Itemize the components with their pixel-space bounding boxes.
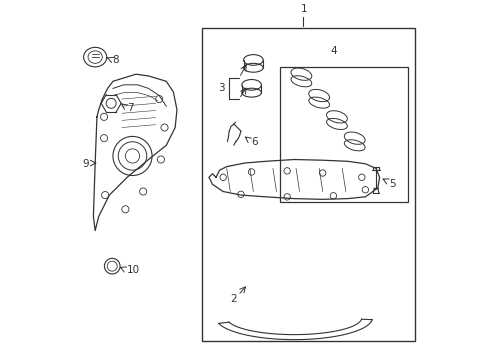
Text: 5: 5 <box>389 179 395 189</box>
Text: 3: 3 <box>218 84 224 93</box>
Bar <box>280 67 407 202</box>
Text: 1: 1 <box>300 4 306 14</box>
Text: 8: 8 <box>112 55 119 65</box>
Text: 4: 4 <box>329 46 336 56</box>
Text: 2: 2 <box>230 294 237 304</box>
Text: 7: 7 <box>127 103 134 113</box>
Text: 10: 10 <box>127 265 140 275</box>
Text: 6: 6 <box>251 138 258 148</box>
Text: 9: 9 <box>82 159 89 169</box>
Bar <box>202 28 414 341</box>
